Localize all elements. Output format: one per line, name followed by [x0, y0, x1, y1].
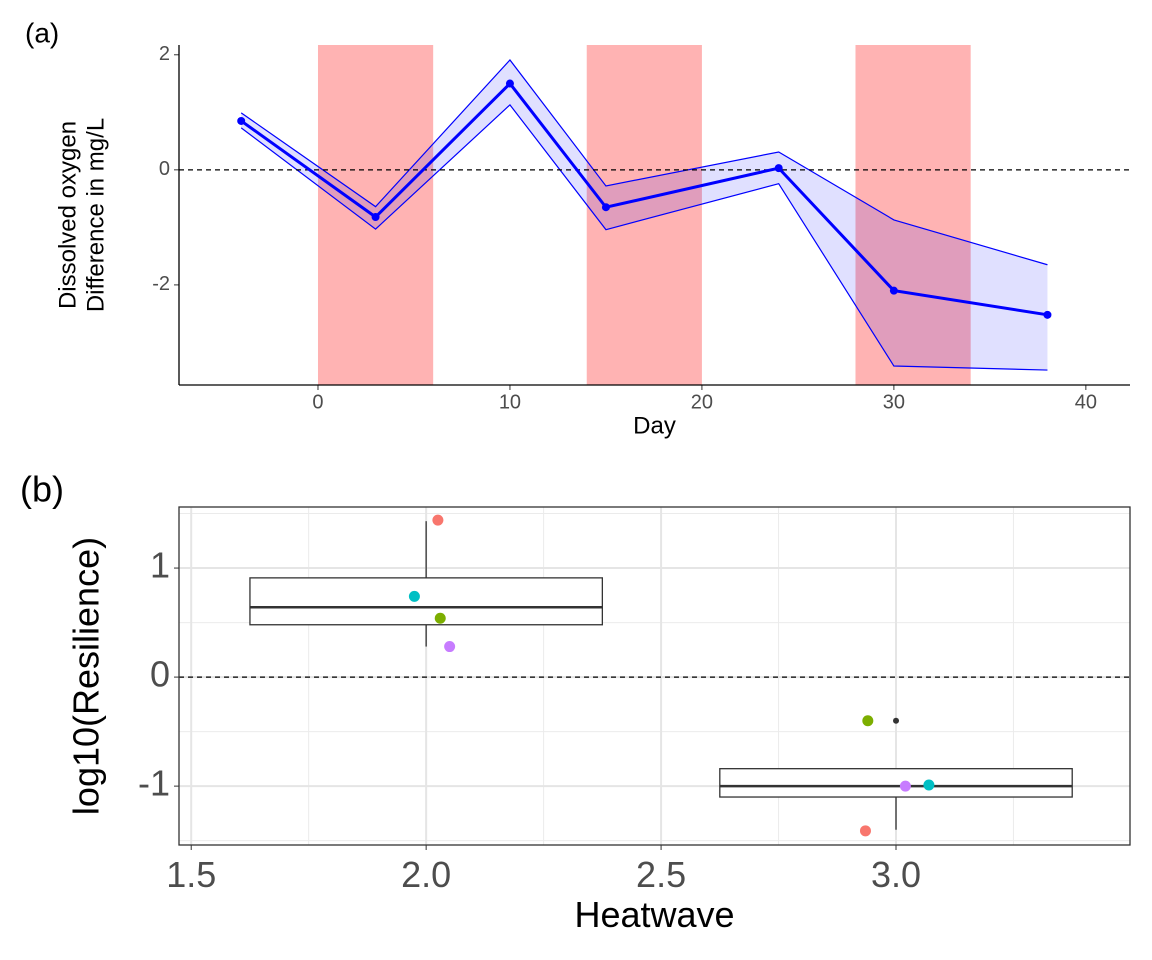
ribbon-edge: [240, 103, 1048, 371]
box: [719, 768, 1073, 798]
x-tick-label: 2.0: [401, 854, 451, 895]
panel-label: (b): [20, 469, 64, 510]
y-tick-label: 1: [150, 545, 170, 586]
ribbon: [241, 59, 1048, 371]
x-tick-label: 0: [312, 391, 323, 413]
point: [432, 514, 444, 526]
point: [505, 79, 514, 88]
box: [249, 577, 603, 626]
point: [371, 213, 380, 222]
point: [923, 779, 935, 791]
y-tick-label: 0: [150, 654, 170, 695]
y-tick-label: 0: [159, 158, 170, 180]
panel-border: [178, 506, 1131, 846]
outlier: [893, 717, 900, 724]
point: [859, 825, 871, 837]
y-axis-label: Difference in mg/L: [82, 118, 109, 312]
x-tick-label: 1.5: [166, 854, 216, 895]
y-tick-label: 2: [159, 43, 170, 65]
point: [237, 116, 246, 125]
y-tick-label: -1: [138, 763, 170, 804]
point: [862, 715, 874, 727]
panel-label: (a): [25, 17, 59, 48]
x-tick-label: 20: [691, 391, 713, 413]
x-tick-label: 30: [883, 391, 905, 413]
point: [899, 780, 911, 792]
x-axis-label: Day: [633, 412, 676, 439]
point: [601, 203, 610, 212]
y-axis-label: Dissolved oxygen: [54, 121, 81, 309]
x-tick-label: 10: [499, 391, 521, 413]
shaded-period: [586, 45, 702, 385]
ribbon-edge: [240, 59, 1048, 266]
x-tick-label: 2.5: [636, 854, 686, 895]
point: [444, 641, 456, 653]
x-tick-label: 3.0: [871, 854, 921, 895]
x-axis-label: Heatwave: [574, 894, 734, 935]
y-tick-label: -2: [152, 273, 170, 295]
shaded-period: [855, 45, 971, 385]
point: [408, 590, 420, 602]
point: [1043, 310, 1052, 319]
y-axis-label: log10(Resilience): [66, 537, 107, 815]
point: [434, 612, 446, 624]
point: [889, 286, 898, 295]
x-tick-label: 40: [1075, 391, 1097, 413]
point: [774, 164, 783, 173]
